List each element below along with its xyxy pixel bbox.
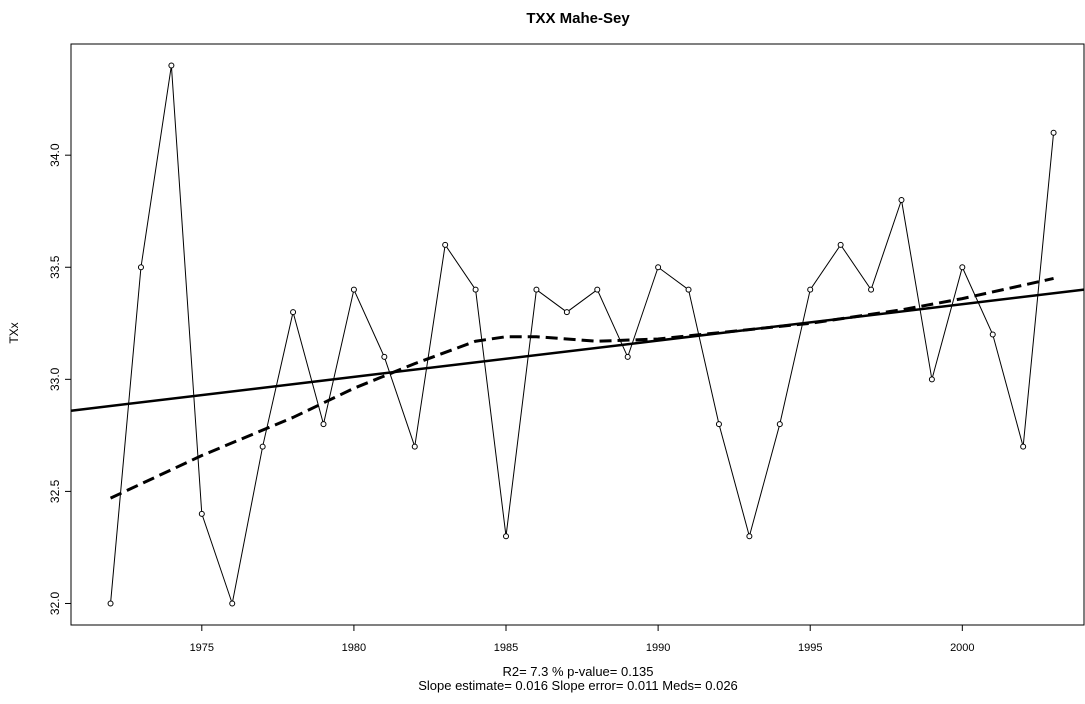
x-tick-label: 1975: [190, 642, 214, 654]
data-point: [928, 376, 935, 383]
data-point: [624, 353, 631, 360]
data-point: [198, 510, 205, 517]
data-point: [715, 421, 722, 428]
x-tick-label: 1990: [646, 642, 670, 654]
data-point: [137, 264, 144, 271]
data-point: [898, 197, 905, 204]
x-tick-label: 1995: [798, 642, 822, 654]
data-point: [868, 286, 875, 293]
series-line: [110, 65, 1055, 606]
data-point: [533, 286, 540, 293]
y-tick-label: 33.0: [48, 367, 62, 391]
data-point: [229, 600, 236, 607]
x-tick-label: 2000: [950, 642, 974, 654]
data-point: [1050, 129, 1057, 136]
data-point: [837, 241, 844, 248]
data-point: [290, 309, 297, 316]
series-line: [109, 276, 1054, 500]
y-tick-label: 32.5: [48, 479, 62, 503]
data-point: [411, 443, 418, 450]
data-point: [989, 331, 996, 338]
y-tick-label: 34.0: [48, 143, 62, 167]
y-axis-label: TXx: [7, 322, 21, 343]
data-point: [320, 421, 327, 428]
data-point: [1020, 443, 1027, 450]
y-tick-label: 32.0: [48, 591, 62, 615]
data-point: [442, 241, 449, 248]
data-point: [259, 443, 266, 450]
plot-frame: [70, 43, 1085, 626]
data-point: [472, 286, 479, 293]
data-point: [655, 264, 662, 271]
y-tick-label: 33.5: [48, 255, 62, 279]
series-line: [70, 288, 1085, 412]
data-point: [350, 286, 357, 293]
data-point: [776, 421, 783, 428]
data-point: [503, 533, 510, 540]
data-point: [959, 264, 966, 271]
data-point: [594, 286, 601, 293]
annotation: R2= 7.3 % p-value= 0.135: [502, 664, 653, 679]
chart-title: TXX Mahe-Sey: [526, 10, 630, 27]
annotation: Slope estimate= 0.016 Slope error= 0.011…: [418, 678, 738, 693]
data-point: [746, 533, 753, 540]
data-point: [685, 286, 692, 293]
data-point: [168, 62, 175, 69]
data-point: [107, 600, 114, 607]
x-tick-label: 1980: [342, 642, 366, 654]
data-point: [563, 309, 570, 316]
data-point: [807, 286, 814, 293]
x-tick-label: 1985: [494, 642, 518, 654]
data-point: [381, 353, 388, 360]
